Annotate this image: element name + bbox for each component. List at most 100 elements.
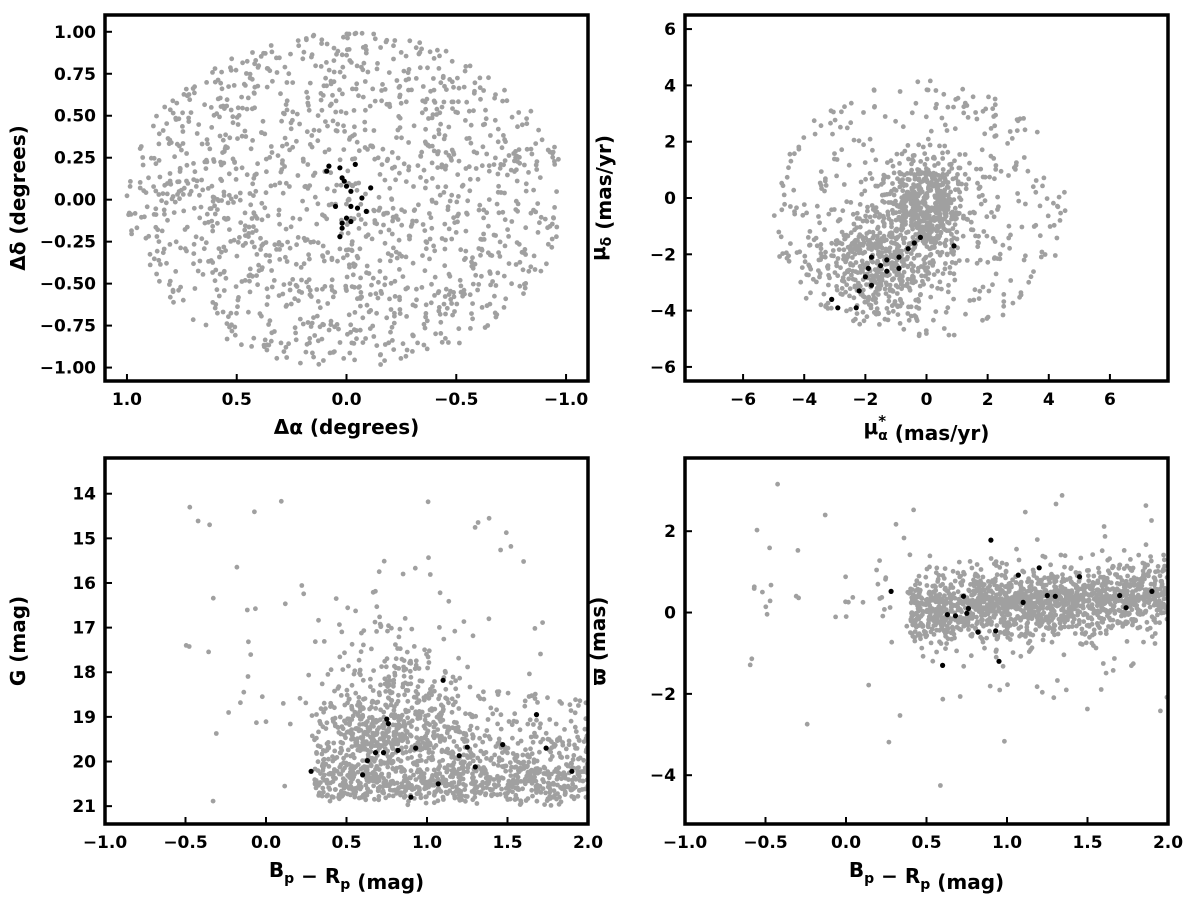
- field-star-point: [532, 626, 538, 631]
- field-star-point: [298, 360, 303, 366]
- field-star-point: [469, 714, 475, 720]
- field-star-point: [543, 790, 548, 796]
- field-star-point: [403, 286, 409, 292]
- field-star-point: [192, 90, 197, 96]
- field-star-point: [486, 163, 492, 169]
- field-star-point: [386, 783, 392, 789]
- field-star-point: [392, 278, 398, 284]
- field-star-point: [312, 777, 318, 783]
- field-star-point: [205, 186, 211, 191]
- field-star-point: [437, 771, 443, 776]
- field-star-point: [796, 146, 802, 152]
- field-star-point: [410, 218, 415, 224]
- field-star-point: [949, 260, 955, 265]
- field-star-point: [865, 208, 870, 214]
- field-star-point: [534, 798, 540, 804]
- field-star-point: [1029, 579, 1034, 585]
- field-star-point: [361, 60, 367, 66]
- field-star-point: [228, 107, 234, 113]
- field-star-point: [389, 698, 394, 704]
- field-star-point: [910, 189, 916, 195]
- field-star-point: [1055, 203, 1060, 209]
- field-star-point: [426, 755, 432, 761]
- field-star-point: [463, 166, 469, 171]
- member-star-point: [533, 712, 540, 718]
- field-star-point: [860, 268, 865, 274]
- field-star-point: [305, 95, 311, 101]
- field-star-point: [467, 63, 473, 69]
- field-star-point: [416, 737, 422, 743]
- field-star-point: [399, 745, 404, 751]
- field-star-point: [514, 240, 520, 246]
- field-star-point: [529, 693, 535, 699]
- field-star-point: [525, 721, 531, 727]
- field-star-point: [860, 236, 866, 242]
- field-star-point: [851, 295, 857, 301]
- field-star-point: [349, 641, 355, 647]
- field-star-point: [862, 160, 868, 166]
- field-star-point: [889, 266, 895, 271]
- y-tick-label: 0.00: [54, 191, 96, 211]
- field-star-point: [216, 293, 222, 299]
- field-star-point: [1022, 127, 1028, 133]
- field-star-point: [339, 793, 345, 799]
- field-star-point: [386, 739, 391, 745]
- field-star-point: [495, 773, 500, 779]
- field-star-point: [1053, 501, 1059, 507]
- field-star-point: [473, 743, 478, 748]
- field-star-point: [391, 737, 396, 743]
- field-star-point: [521, 559, 526, 564]
- field-star-point: [923, 273, 928, 279]
- field-star-point: [211, 112, 217, 118]
- field-star-point: [889, 221, 894, 226]
- x-tick-label: 0.0: [331, 390, 361, 410]
- field-star-point: [463, 118, 468, 123]
- field-star-point: [834, 287, 840, 293]
- field-star-point: [506, 719, 512, 724]
- field-star-point: [397, 307, 403, 312]
- field-star-point: [341, 147, 347, 153]
- field-star-point: [396, 634, 402, 640]
- field-star-point: [859, 191, 865, 197]
- field-star-point: [197, 258, 203, 264]
- field-star-point: [406, 87, 411, 93]
- field-star-point: [381, 780, 387, 786]
- field-star-point: [892, 301, 897, 307]
- field-star-point: [984, 635, 989, 641]
- field-star-point: [277, 180, 283, 186]
- member-star-point: [332, 203, 339, 209]
- field-star-point: [463, 711, 468, 717]
- field-star-point: [303, 700, 309, 706]
- field-star-point: [167, 242, 173, 247]
- field-star-point: [900, 124, 906, 130]
- field-star-point: [371, 668, 376, 673]
- field-star-point: [321, 639, 327, 644]
- field-star-point: [435, 47, 440, 53]
- field-star-point: [386, 227, 392, 233]
- field-star-point: [288, 224, 294, 230]
- field-star-point: [500, 98, 505, 104]
- field-star-point: [509, 764, 514, 770]
- field-star-point: [395, 217, 401, 222]
- field-star-point: [239, 133, 245, 139]
- field-star-point: [416, 785, 422, 791]
- field-star-point: [837, 217, 843, 222]
- field-star-point: [952, 158, 957, 164]
- field-star-point: [382, 87, 388, 92]
- field-star-point: [160, 191, 166, 197]
- field-star-point: [1052, 253, 1058, 258]
- field-star-point: [517, 283, 523, 289]
- field-star-point: [170, 110, 176, 116]
- field-star-point: [974, 166, 979, 172]
- field-star-point: [443, 237, 448, 243]
- field-star-point: [516, 110, 522, 115]
- field-star-point: [417, 767, 423, 773]
- field-star-point: [801, 135, 807, 141]
- field-star-point: [542, 771, 548, 776]
- field-star-point: [387, 678, 393, 683]
- field-star-point: [857, 283, 863, 289]
- field-star-point: [360, 94, 366, 100]
- field-star-point: [224, 97, 230, 103]
- field-star-point: [248, 146, 254, 152]
- field-star-point: [426, 790, 432, 796]
